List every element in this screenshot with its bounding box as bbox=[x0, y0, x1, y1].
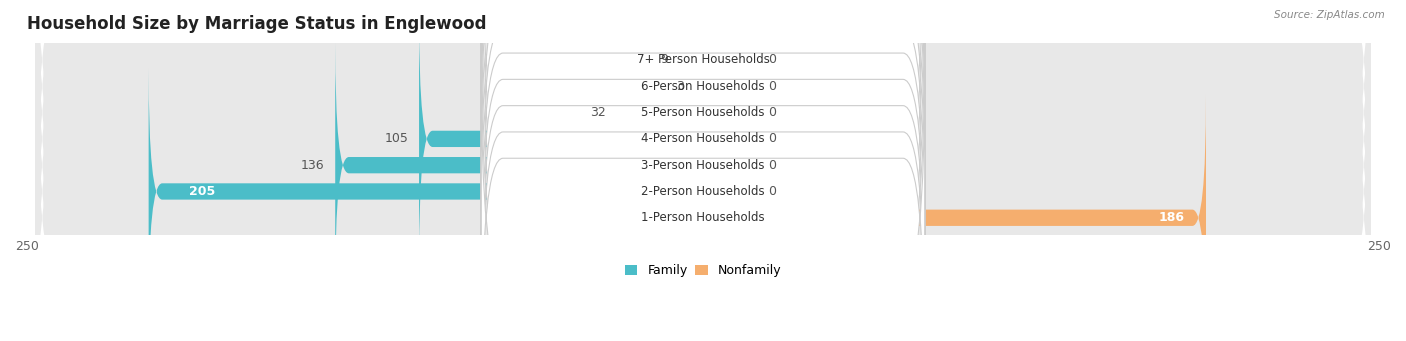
FancyBboxPatch shape bbox=[481, 67, 925, 341]
Text: 3-Person Households: 3-Person Households bbox=[641, 159, 765, 172]
Text: 105: 105 bbox=[384, 132, 408, 145]
Text: 136: 136 bbox=[301, 159, 325, 172]
Text: 0: 0 bbox=[768, 185, 776, 198]
FancyBboxPatch shape bbox=[703, 42, 756, 236]
Text: 0: 0 bbox=[768, 132, 776, 145]
Text: 7+ Person Households: 7+ Person Households bbox=[637, 54, 769, 66]
Text: 0: 0 bbox=[768, 80, 776, 93]
Text: 0: 0 bbox=[768, 106, 776, 119]
FancyBboxPatch shape bbox=[35, 0, 1371, 341]
Text: 0: 0 bbox=[768, 159, 776, 172]
Text: 3: 3 bbox=[676, 80, 685, 93]
FancyBboxPatch shape bbox=[679, 0, 703, 183]
FancyBboxPatch shape bbox=[481, 14, 925, 316]
Text: 0: 0 bbox=[768, 54, 776, 66]
Text: 9: 9 bbox=[659, 54, 668, 66]
Text: 186: 186 bbox=[1159, 211, 1184, 224]
FancyBboxPatch shape bbox=[481, 0, 925, 211]
FancyBboxPatch shape bbox=[419, 16, 703, 262]
FancyBboxPatch shape bbox=[481, 0, 925, 264]
Text: Household Size by Marriage Status in Englewood: Household Size by Marriage Status in Eng… bbox=[27, 15, 486, 33]
FancyBboxPatch shape bbox=[703, 68, 756, 262]
FancyBboxPatch shape bbox=[35, 0, 1371, 341]
FancyBboxPatch shape bbox=[149, 68, 703, 315]
FancyBboxPatch shape bbox=[335, 42, 703, 288]
Text: 4-Person Households: 4-Person Households bbox=[641, 132, 765, 145]
FancyBboxPatch shape bbox=[703, 94, 1206, 341]
Text: 5-Person Households: 5-Person Households bbox=[641, 106, 765, 119]
FancyBboxPatch shape bbox=[35, 0, 1371, 338]
FancyBboxPatch shape bbox=[703, 0, 756, 183]
FancyBboxPatch shape bbox=[616, 0, 703, 236]
FancyBboxPatch shape bbox=[481, 0, 925, 237]
Text: 32: 32 bbox=[591, 106, 606, 119]
FancyBboxPatch shape bbox=[703, 94, 756, 288]
Text: Source: ZipAtlas.com: Source: ZipAtlas.com bbox=[1274, 10, 1385, 20]
FancyBboxPatch shape bbox=[35, 0, 1371, 259]
Legend: Family, Nonfamily: Family, Nonfamily bbox=[620, 260, 786, 282]
Text: 205: 205 bbox=[190, 185, 215, 198]
Text: 2-Person Households: 2-Person Households bbox=[641, 185, 765, 198]
Text: 6-Person Households: 6-Person Households bbox=[641, 80, 765, 93]
FancyBboxPatch shape bbox=[35, 18, 1371, 341]
FancyBboxPatch shape bbox=[703, 16, 756, 210]
FancyBboxPatch shape bbox=[35, 0, 1371, 312]
FancyBboxPatch shape bbox=[703, 0, 756, 157]
FancyBboxPatch shape bbox=[689, 0, 709, 210]
FancyBboxPatch shape bbox=[481, 0, 925, 290]
Text: 1-Person Households: 1-Person Households bbox=[641, 211, 765, 224]
FancyBboxPatch shape bbox=[35, 0, 1371, 285]
FancyBboxPatch shape bbox=[481, 41, 925, 341]
